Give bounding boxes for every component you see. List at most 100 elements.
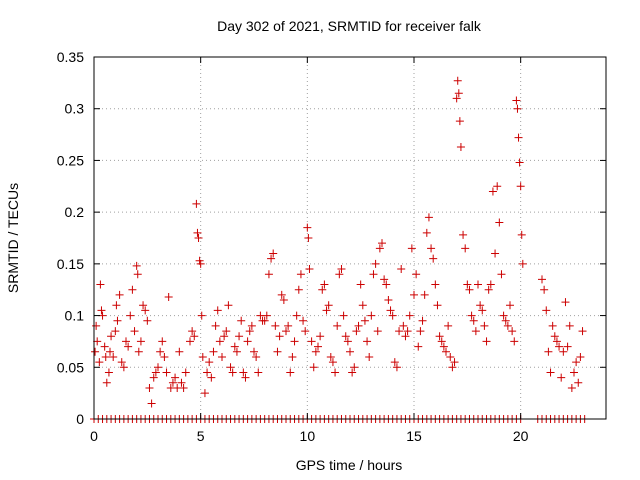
data-point [106, 347, 114, 356]
data-point [493, 182, 502, 191]
data-point [358, 301, 367, 310]
data-point [384, 296, 393, 305]
data-point [452, 94, 461, 103]
data-point [211, 321, 220, 330]
data-point [198, 352, 207, 361]
data-point [316, 332, 325, 341]
data-point [290, 337, 299, 346]
data-point [92, 321, 101, 330]
data-point [501, 316, 510, 325]
data-point [269, 249, 278, 258]
data-point [469, 316, 478, 325]
data-point [515, 158, 524, 167]
data-point [279, 296, 288, 305]
data-point [513, 104, 522, 113]
data-point [557, 373, 566, 382]
data-point [542, 306, 551, 315]
data-point [149, 373, 158, 382]
data-point [337, 265, 346, 274]
data-point [395, 327, 404, 336]
data-point [226, 363, 235, 372]
data-point [454, 89, 463, 98]
data-point [375, 244, 384, 253]
data-point [128, 285, 137, 294]
y-axis-title: SRMTID / TECUs [5, 183, 21, 293]
data-point [442, 347, 450, 356]
y-tick-label: 0.35 [57, 49, 84, 65]
data-point [237, 316, 246, 325]
data-point [277, 290, 286, 299]
data-point [433, 301, 442, 310]
data-point [111, 327, 120, 336]
data-point [158, 337, 167, 346]
data-point [369, 270, 378, 279]
data-point [448, 363, 457, 372]
data-point [264, 270, 273, 279]
data-point [324, 301, 333, 310]
data-point [388, 311, 397, 320]
data-point [478, 306, 487, 315]
data-point [273, 347, 282, 356]
data-point [484, 285, 493, 294]
data-point [230, 342, 239, 351]
data-point [371, 259, 380, 268]
data-point [232, 347, 241, 356]
data-point [213, 306, 222, 315]
data-point [188, 327, 197, 336]
data-point [224, 301, 233, 310]
data-point [286, 368, 295, 377]
data-point [282, 327, 290, 336]
data-point [559, 347, 568, 356]
data-point [304, 234, 313, 242]
data-point [311, 347, 320, 356]
data-point [546, 368, 555, 377]
data-point [486, 280, 495, 289]
data-point [162, 368, 171, 377]
data-point [437, 337, 446, 346]
x-tick-label: 10 [300, 428, 316, 444]
data-point [335, 270, 344, 279]
data-point [517, 230, 526, 239]
data-point [117, 358, 126, 367]
data-point [563, 342, 572, 351]
y-tick-label: 0.1 [65, 308, 85, 324]
data-point [463, 280, 472, 289]
data-point [412, 270, 421, 279]
data-point [497, 270, 506, 279]
data-point [252, 352, 261, 361]
data-point [247, 321, 256, 330]
axes [93, 56, 607, 420]
chart-title: Day 302 of 2021, SRMTID for receiver fal… [217, 18, 482, 34]
data-point [134, 347, 143, 356]
data-point [435, 332, 444, 341]
data-point [218, 352, 226, 361]
data-point [239, 368, 248, 377]
data-point [292, 311, 301, 320]
data-point [339, 311, 348, 320]
data-point [405, 311, 414, 320]
data-point [491, 249, 500, 258]
data-point [510, 337, 519, 346]
data-point [414, 342, 423, 351]
data-point [220, 332, 229, 341]
data-point [275, 332, 284, 341]
data-point [561, 298, 570, 307]
data-point [401, 332, 410, 341]
data-point [538, 275, 546, 284]
data-point [196, 259, 205, 268]
data-point [550, 332, 559, 341]
data-point [243, 337, 252, 346]
data-point [360, 316, 369, 325]
data-point [341, 332, 350, 341]
data-point [235, 332, 244, 341]
data-point [331, 368, 340, 377]
data-point [576, 352, 585, 361]
data-point [314, 342, 322, 351]
data-point [512, 96, 521, 105]
data-point [171, 373, 180, 382]
data-point [348, 368, 357, 377]
data-point [514, 133, 523, 142]
data-point [245, 327, 254, 336]
data-point [101, 352, 110, 361]
